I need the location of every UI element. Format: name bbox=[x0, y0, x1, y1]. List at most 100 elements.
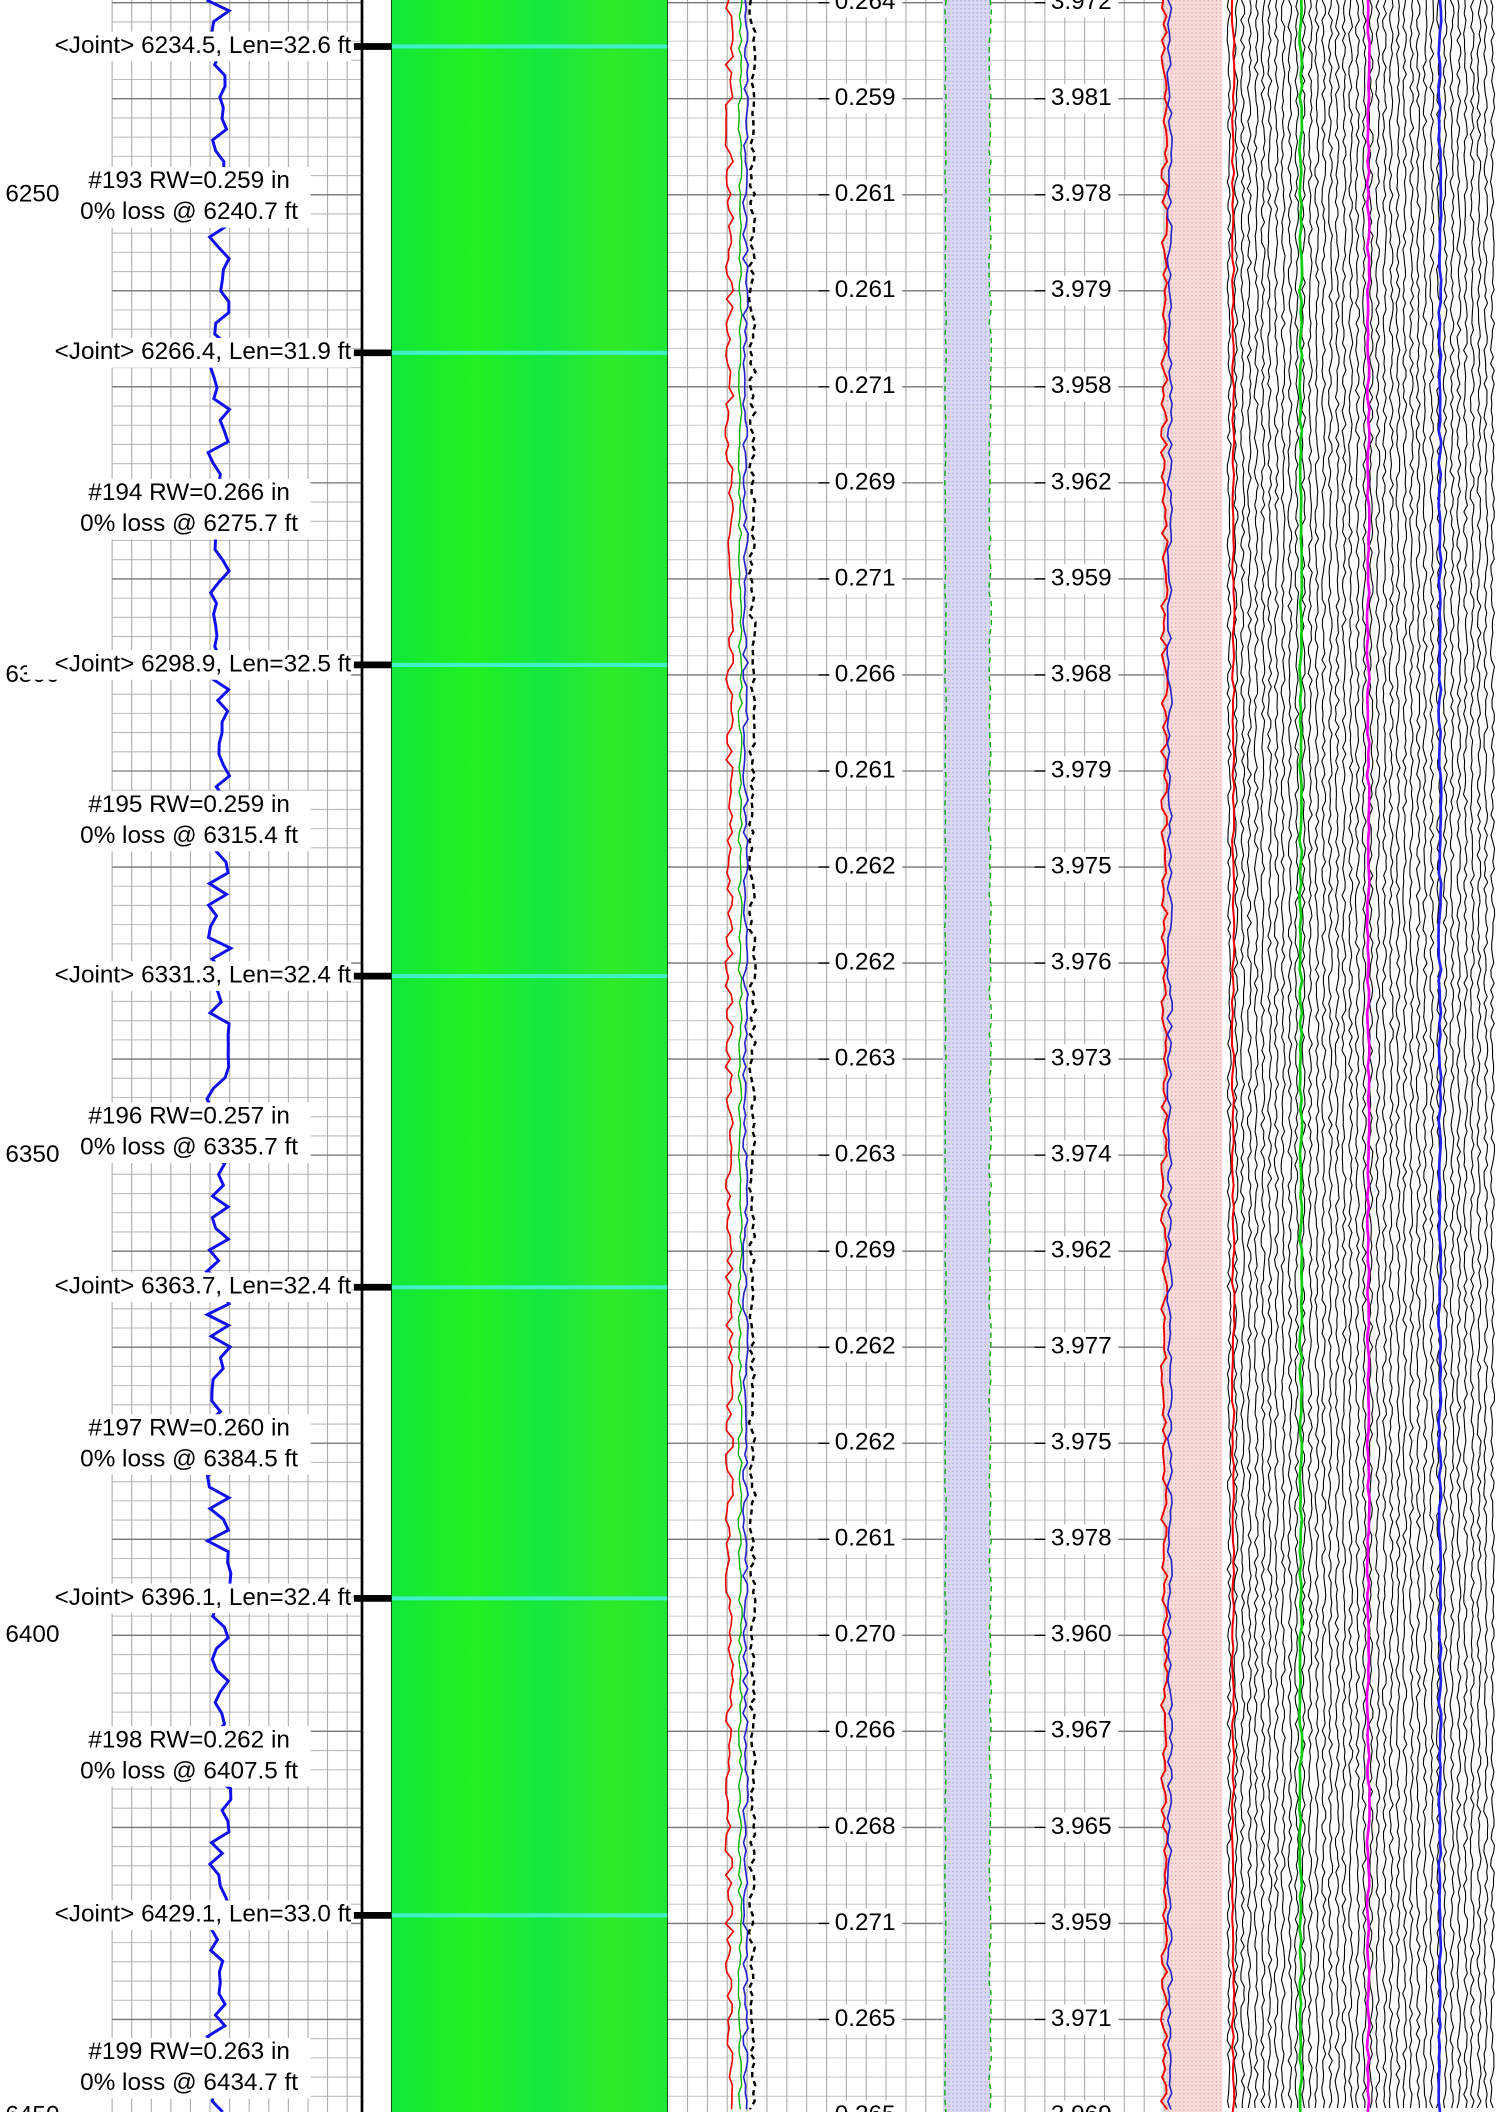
curve bbox=[1246, 0, 1253, 2109]
curve bbox=[1395, 0, 1401, 2109]
thickness-value: 0.263 bbox=[835, 1141, 896, 1168]
curve bbox=[1341, 0, 1347, 2109]
label-bg bbox=[1045, 660, 1119, 690]
pipe-id: #194 RW=0.266 in bbox=[88, 479, 290, 506]
thickness-value: 0.270 bbox=[835, 1621, 896, 1648]
label-bg bbox=[829, 372, 903, 402]
thickness-value: 0.271 bbox=[835, 1909, 896, 1936]
label-bg bbox=[829, 1524, 903, 1555]
thickness-value: 0.265 bbox=[835, 2101, 896, 2112]
pipe-loss: 0% loss @ 6335.7 ft bbox=[80, 1134, 298, 1161]
label-bg bbox=[1045, 1524, 1119, 1555]
curve bbox=[1307, 0, 1313, 2108]
label-bg bbox=[829, 1332, 903, 1363]
thickness-value: 0.263 bbox=[835, 1045, 896, 1072]
joint-label: <Joint> 6234.5, Len=32.6 ft bbox=[55, 32, 352, 59]
diameter-value: 3.962 bbox=[1051, 1237, 1112, 1264]
joint-label: <Joint> 6298.9, Len=32.5 ft bbox=[55, 650, 352, 677]
diameter-value: 3.975 bbox=[1051, 852, 1112, 879]
label-bg bbox=[829, 83, 903, 114]
label-bg bbox=[829, 852, 903, 882]
thickness-value: 0.261 bbox=[835, 1525, 896, 1552]
thickness-band bbox=[942, 0, 991, 2112]
thickness-value: 0.261 bbox=[835, 180, 896, 207]
diameter-value: 3.977 bbox=[1051, 1333, 1112, 1360]
curve bbox=[1273, 0, 1280, 2109]
pipe-loss: 0% loss @ 6240.7 ft bbox=[80, 198, 298, 225]
thickness-value: 0.266 bbox=[835, 1717, 896, 1744]
label-bg bbox=[1045, 2004, 1119, 2035]
depth-label: 6350 bbox=[5, 1141, 59, 1168]
label-bg bbox=[829, 1908, 903, 1939]
label-bg bbox=[70, 167, 311, 228]
curve bbox=[1294, 0, 1300, 2108]
label-bg bbox=[829, 756, 903, 786]
curve bbox=[944, 0, 947, 2112]
joint-label: <Joint> 6331.3, Len=32.4 ft bbox=[55, 962, 352, 989]
depth-label: 6450 bbox=[5, 2101, 59, 2112]
pipe-id: #196 RW=0.257 in bbox=[88, 1103, 290, 1130]
curve bbox=[1422, 0, 1428, 2108]
label-bg bbox=[829, 1140, 903, 1170]
label-bg bbox=[829, 468, 903, 498]
label-bg bbox=[70, 1102, 311, 1164]
label-bg bbox=[27, 1272, 352, 1303]
diameter-value: 3.981 bbox=[1051, 84, 1112, 111]
diameter-value: 3.967 bbox=[1051, 1717, 1112, 1744]
curve bbox=[737, 0, 743, 2110]
joint-label: <Joint> 6266.4, Len=31.9 ft bbox=[55, 338, 352, 365]
label-bg bbox=[27, 1583, 352, 1614]
curve bbox=[1287, 0, 1293, 2109]
joint-label: <Joint> 6396.1, Len=32.4 ft bbox=[55, 1584, 352, 1611]
label-bg bbox=[829, 179, 903, 210]
curve bbox=[1483, 0, 1489, 2109]
label-bg bbox=[1045, 1332, 1119, 1363]
diameter-value: 3.960 bbox=[1051, 1621, 1112, 1648]
thickness-value: 0.269 bbox=[835, 468, 896, 495]
thickness-value: 0.271 bbox=[835, 372, 896, 399]
label-bg bbox=[70, 478, 311, 540]
label-bg bbox=[1045, 756, 1119, 786]
label-bg bbox=[27, 1900, 352, 1931]
thickness-value: 0.271 bbox=[835, 564, 896, 591]
label-bg bbox=[1045, 0, 1119, 18]
label-bg bbox=[1045, 1044, 1119, 1074]
diameter-value: 3.979 bbox=[1051, 756, 1112, 783]
thickness-value: 0.262 bbox=[835, 1429, 896, 1456]
label-bg bbox=[1045, 179, 1119, 210]
curve bbox=[1280, 0, 1286, 2109]
diameter-value: 3.965 bbox=[1051, 1813, 1112, 1840]
label-bg bbox=[1045, 1812, 1119, 1843]
thickness-value: 0.262 bbox=[835, 948, 896, 975]
curve bbox=[1361, 0, 1367, 2108]
diameter-value: 3.972 bbox=[1051, 0, 1112, 15]
curve bbox=[1226, 0, 1232, 2109]
label-bg bbox=[1045, 372, 1119, 402]
label-bg bbox=[829, 0, 903, 18]
diameter-value: 3.974 bbox=[1051, 1141, 1112, 1168]
label-bg bbox=[829, 1044, 903, 1074]
thickness-value: 0.261 bbox=[835, 276, 896, 303]
curve bbox=[1375, 0, 1381, 2109]
label-bg bbox=[1045, 1428, 1119, 1459]
thickness-value: 0.264 bbox=[835, 0, 896, 15]
joint-label: <Joint> 6429.1, Len=33.0 ft bbox=[55, 1901, 352, 1928]
depth-label: 6400 bbox=[5, 1621, 59, 1648]
pipe-loss: 0% loss @ 6407.5 ft bbox=[80, 1757, 298, 1784]
diameter-value: 3.959 bbox=[1051, 564, 1112, 591]
curve bbox=[1489, 0, 1496, 2109]
label-bg bbox=[1045, 275, 1119, 306]
diameter-value: 3.973 bbox=[1051, 1045, 1112, 1072]
label-bg bbox=[829, 1236, 903, 1266]
curve bbox=[1388, 0, 1394, 2108]
curve bbox=[1408, 0, 1415, 2109]
curve bbox=[1429, 0, 1435, 2109]
label-bg bbox=[829, 1812, 903, 1843]
label-bg bbox=[70, 790, 311, 852]
curves bbox=[203, 0, 1496, 2112]
curve bbox=[741, 0, 750, 2110]
thickness-value: 0.262 bbox=[835, 1333, 896, 1360]
pipe-id: #197 RW=0.260 in bbox=[88, 1415, 290, 1442]
